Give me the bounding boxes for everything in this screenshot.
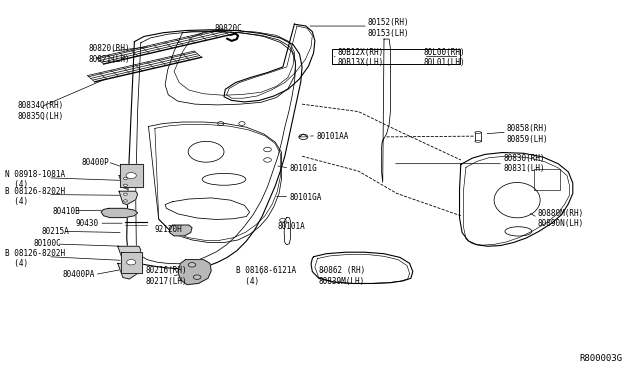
Text: 80862 (RH)
80839M(LH): 80862 (RH) 80839M(LH) bbox=[319, 266, 365, 286]
Text: B 08126-8202H
  (4): B 08126-8202H (4) bbox=[5, 249, 65, 268]
Text: 80834Q(RH)
80835Q(LH): 80834Q(RH) 80835Q(LH) bbox=[17, 101, 63, 121]
Text: 80880M(RH)
80890N(LH): 80880M(RH) 80890N(LH) bbox=[538, 209, 584, 228]
Text: 80215A: 80215A bbox=[42, 227, 69, 236]
Text: 80820(RH)
80821(LH): 80820(RH) 80821(LH) bbox=[88, 44, 130, 64]
Text: 80410B: 80410B bbox=[52, 207, 80, 216]
Polygon shape bbox=[119, 191, 138, 205]
Text: B 08168-6121A
  (4): B 08168-6121A (4) bbox=[236, 266, 296, 286]
Text: 90430: 90430 bbox=[76, 219, 99, 228]
Text: 80830(RH)
80831(LH): 80830(RH) 80831(LH) bbox=[503, 154, 545, 173]
Polygon shape bbox=[119, 176, 138, 189]
Text: 80820C: 80820C bbox=[214, 24, 242, 33]
Text: 80100C: 80100C bbox=[34, 239, 61, 248]
Circle shape bbox=[124, 184, 127, 186]
Text: 80400PA: 80400PA bbox=[63, 270, 95, 279]
Bar bbox=[332, 49, 460, 64]
Circle shape bbox=[124, 200, 127, 202]
Text: 80216(RH)
80217(LH): 80216(RH) 80217(LH) bbox=[146, 266, 188, 286]
Bar bbox=[534, 169, 560, 190]
Text: 80400P: 80400P bbox=[82, 158, 109, 167]
Text: B 08126-8202H
  (4): B 08126-8202H (4) bbox=[5, 187, 65, 206]
Polygon shape bbox=[121, 251, 141, 273]
Text: 80101A: 80101A bbox=[278, 222, 305, 231]
Polygon shape bbox=[118, 246, 141, 262]
Circle shape bbox=[127, 260, 136, 265]
Text: 80101GA: 80101GA bbox=[289, 193, 322, 202]
Text: 92120H: 92120H bbox=[155, 225, 182, 234]
Text: 80L00(RH)
80L01(LH): 80L00(RH) 80L01(LH) bbox=[424, 48, 465, 67]
Text: 80101G: 80101G bbox=[289, 164, 317, 173]
Text: R800003G: R800003G bbox=[579, 354, 622, 363]
Polygon shape bbox=[101, 208, 138, 218]
Polygon shape bbox=[118, 263, 141, 279]
Text: N 08918-1081A
  (4): N 08918-1081A (4) bbox=[5, 170, 65, 189]
Circle shape bbox=[193, 275, 201, 279]
Ellipse shape bbox=[475, 140, 481, 142]
Ellipse shape bbox=[475, 131, 481, 133]
Text: 80858(RH)
80859(LH): 80858(RH) 80859(LH) bbox=[507, 124, 548, 144]
Polygon shape bbox=[178, 260, 211, 285]
Polygon shape bbox=[120, 164, 143, 187]
Text: 80101AA: 80101AA bbox=[316, 132, 349, 141]
Circle shape bbox=[124, 193, 127, 195]
Circle shape bbox=[188, 263, 196, 267]
Circle shape bbox=[124, 177, 127, 180]
Polygon shape bbox=[170, 225, 192, 236]
Circle shape bbox=[126, 173, 136, 179]
Text: 80152(RH)
80153(LH): 80152(RH) 80153(LH) bbox=[368, 18, 410, 38]
Text: 80B12X(RH)
80B13X(LH): 80B12X(RH) 80B13X(LH) bbox=[338, 48, 384, 67]
